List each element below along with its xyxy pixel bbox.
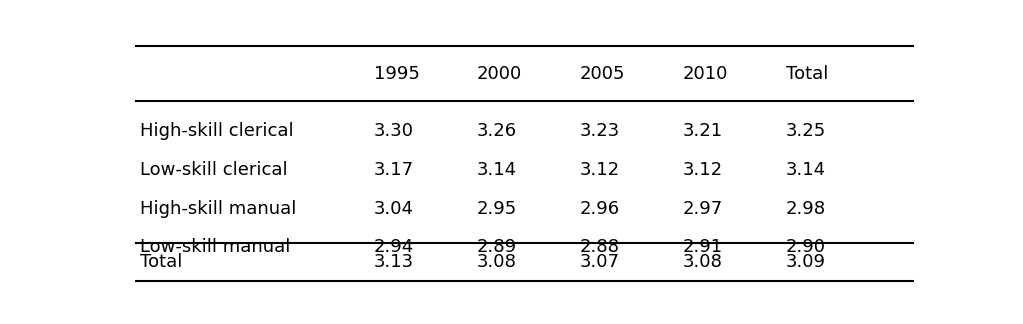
Text: 2005: 2005 (580, 65, 625, 83)
Text: 2.98: 2.98 (786, 200, 826, 217)
Text: High-skill clerical: High-skill clerical (140, 122, 294, 140)
Text: 2000: 2000 (477, 65, 522, 83)
Text: Low-skill manual: Low-skill manual (140, 238, 291, 256)
Text: Low-skill clerical: Low-skill clerical (140, 161, 287, 179)
Text: 3.04: 3.04 (373, 200, 413, 217)
Text: Total: Total (140, 253, 182, 271)
Text: 3.12: 3.12 (683, 161, 723, 179)
Text: 2.88: 2.88 (580, 238, 620, 256)
Text: 2.90: 2.90 (786, 238, 826, 256)
Text: 3.13: 3.13 (373, 253, 413, 271)
Text: 3.17: 3.17 (373, 161, 413, 179)
Text: 3.14: 3.14 (786, 161, 826, 179)
Text: 3.07: 3.07 (580, 253, 620, 271)
Text: 3.23: 3.23 (580, 122, 620, 140)
Text: 3.08: 3.08 (477, 253, 517, 271)
Text: 3.08: 3.08 (683, 253, 722, 271)
Text: 2.97: 2.97 (683, 200, 723, 217)
Text: 2.95: 2.95 (477, 200, 517, 217)
Text: 2.91: 2.91 (683, 238, 723, 256)
Text: 2.96: 2.96 (580, 200, 620, 217)
Text: 3.12: 3.12 (580, 161, 620, 179)
Text: Total: Total (786, 65, 829, 83)
Text: 3.21: 3.21 (683, 122, 723, 140)
Text: 2010: 2010 (683, 65, 728, 83)
Text: 3.09: 3.09 (786, 253, 826, 271)
Text: 1995: 1995 (373, 65, 419, 83)
Text: 2.89: 2.89 (477, 238, 517, 256)
Text: 3.30: 3.30 (373, 122, 413, 140)
Text: 3.25: 3.25 (786, 122, 827, 140)
Text: High-skill manual: High-skill manual (140, 200, 296, 217)
Text: 3.14: 3.14 (477, 161, 517, 179)
Text: 2.94: 2.94 (373, 238, 414, 256)
Text: 3.26: 3.26 (477, 122, 517, 140)
